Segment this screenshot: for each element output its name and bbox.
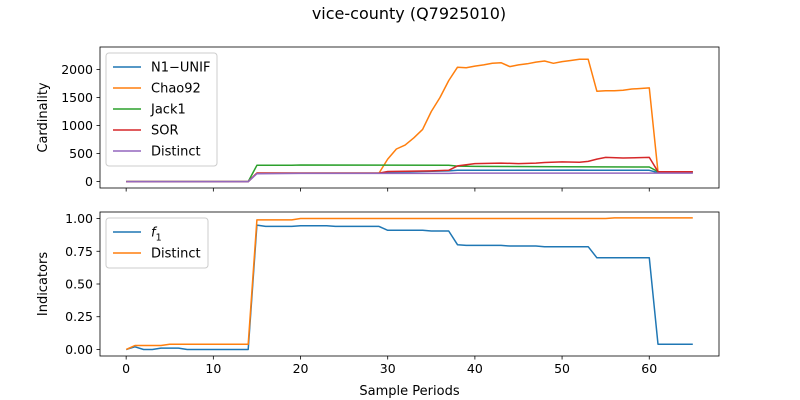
y-tick-label: 0.00 [65, 342, 93, 357]
y-tick-label: 0 [85, 174, 93, 189]
y-tick-label: 500 [69, 146, 93, 161]
x-tick-label: 50 [554, 361, 570, 376]
legend: f1 Distinct [105, 217, 209, 269]
legend-box [105, 52, 218, 167]
y-tick-label: 1000 [61, 118, 93, 133]
series-line-2 [126, 58, 693, 183]
y-tick-label: 1.00 [65, 211, 93, 226]
x-tick-label: 10 [205, 361, 221, 376]
y-tick-label: 0.25 [65, 309, 93, 324]
x-tick-label: 20 [293, 361, 309, 376]
legend-label-4: SOR [151, 124, 179, 139]
y-tick-label: 0.50 [65, 277, 93, 292]
x-tick-label: 0 [122, 361, 130, 376]
chart-1: 0 500 1000 1500 2000 Cardinality N1−UNIF Chao92… [36, 46, 720, 192]
y-tick-label: 1500 [61, 90, 93, 105]
legend-label-3: Jack1 [150, 103, 186, 118]
series-line-4 [126, 156, 693, 183]
figure-title: vice-county (Q7925010) [312, 4, 506, 23]
y-tick-label: 2000 [61, 62, 93, 77]
y-axis-label: Indicators [36, 252, 51, 316]
y-tick-label: 0.75 [65, 244, 93, 259]
series-line-3 [126, 164, 693, 183]
legend: N1−UNIF Chao92 Jack1 SOR Distinct [105, 52, 218, 167]
chart-2: 0 10 20 30 40 50 60 0.00 0.25 0.50 0.75 1.00 Indicat… [36, 211, 720, 399]
x-tick-label: 40 [467, 361, 483, 376]
y-axis-label: Cardinality [36, 82, 51, 153]
legend-label-subscript: 1 [156, 233, 162, 244]
x-axis-label: Sample Periods [359, 384, 459, 399]
x-tick-label: 30 [380, 361, 396, 376]
series-line-2 [125, 217, 693, 351]
legend-box [105, 217, 209, 269]
chart-panels: 0500100015002000CardinalityN1−UNIFChao92… [36, 46, 720, 399]
series-line-1 [125, 224, 693, 351]
legend-label-1: f1 [151, 226, 162, 244]
legend-label-2: Chao92 [151, 82, 201, 97]
x-tick-label: 60 [641, 361, 657, 376]
axes-frame [99, 46, 720, 189]
legend-label-2: Distinct [151, 247, 201, 262]
legend-label-base: f [151, 226, 158, 241]
series-line-5 [126, 172, 693, 183]
legend-label-1: N1−UNIF [151, 61, 210, 76]
legend-label-5: Distinct [151, 145, 201, 160]
